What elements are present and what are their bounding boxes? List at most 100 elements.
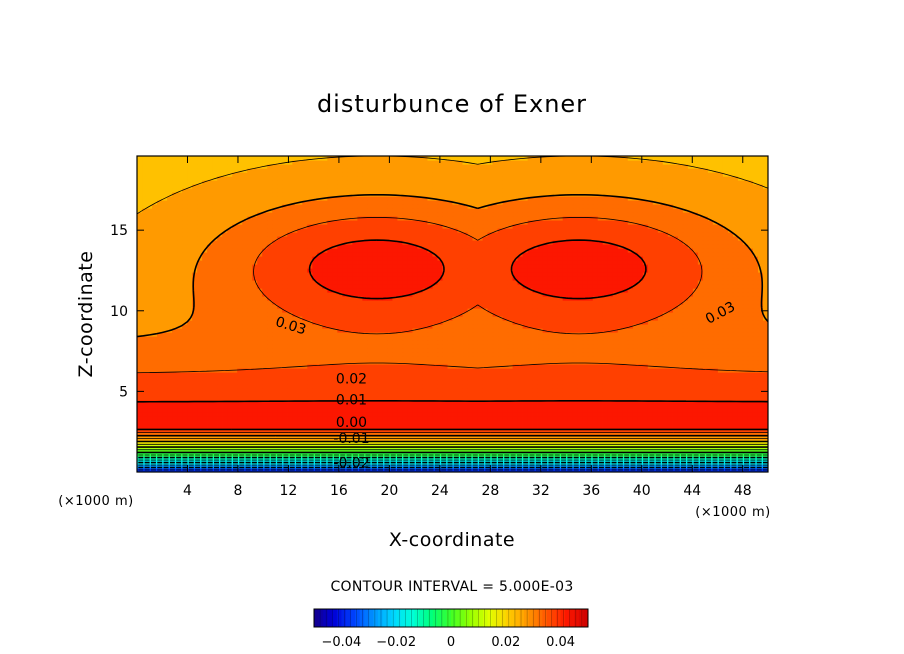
contour-cell bbox=[317, 356, 323, 361]
contour-cell bbox=[177, 396, 183, 401]
contour-cell bbox=[662, 428, 669, 433]
contour-cell bbox=[542, 408, 549, 413]
contour-cell bbox=[712, 332, 719, 337]
contour-cell bbox=[382, 404, 388, 409]
contour-cell bbox=[292, 336, 298, 341]
contour-cell bbox=[727, 348, 734, 353]
contour-cell bbox=[537, 332, 544, 337]
contour-cell bbox=[757, 420, 764, 425]
contour-cell bbox=[287, 424, 293, 429]
contour-cell bbox=[632, 360, 639, 365]
contour-cell bbox=[232, 348, 238, 353]
contour-cell bbox=[632, 316, 639, 321]
contour-cell bbox=[387, 388, 394, 393]
contour-cell bbox=[737, 360, 744, 365]
contour-cell bbox=[287, 452, 293, 457]
contour-cell bbox=[397, 428, 404, 433]
contour-cell bbox=[747, 428, 754, 433]
contour-cell bbox=[517, 340, 524, 345]
contour-cell bbox=[662, 412, 669, 417]
contour-cell bbox=[602, 424, 609, 429]
contour-cell bbox=[262, 400, 268, 405]
contour-cell bbox=[717, 416, 724, 421]
contour-cell bbox=[607, 380, 614, 385]
contour-cell bbox=[337, 468, 343, 472]
contour-cell bbox=[527, 312, 534, 317]
contour-cell bbox=[472, 380, 479, 385]
contour-cell bbox=[187, 448, 193, 453]
contour-cell bbox=[662, 356, 669, 361]
contour-cell bbox=[697, 340, 704, 345]
contour-cell bbox=[262, 332, 268, 337]
contour-cell bbox=[157, 396, 163, 401]
contour-cell bbox=[377, 448, 383, 453]
contour-cell bbox=[737, 336, 744, 341]
contour-cell bbox=[597, 416, 604, 421]
contour-cell bbox=[722, 364, 729, 369]
contour-cell bbox=[327, 352, 333, 357]
contour-cell bbox=[392, 352, 399, 357]
contour-cell bbox=[422, 328, 429, 333]
contour-cell bbox=[497, 372, 504, 377]
contour-cell bbox=[542, 448, 549, 453]
contour-cell bbox=[462, 324, 469, 329]
contour-cell bbox=[582, 420, 589, 425]
contour-cell bbox=[352, 324, 358, 329]
contour-cell bbox=[227, 388, 233, 393]
contour-cell bbox=[522, 372, 529, 377]
contour-cell bbox=[277, 424, 283, 429]
contour-cell bbox=[397, 340, 404, 345]
contour-cell bbox=[727, 416, 734, 421]
contour-cell bbox=[372, 376, 378, 381]
contour-cell bbox=[687, 396, 694, 401]
contour-cell bbox=[557, 336, 564, 341]
contour-cell bbox=[682, 448, 689, 453]
contour-cell bbox=[412, 396, 419, 401]
contour-cell bbox=[297, 400, 303, 405]
contour-cell bbox=[527, 396, 534, 401]
contour-cell bbox=[357, 420, 363, 425]
contour-cell bbox=[362, 360, 368, 365]
contour-cell bbox=[452, 404, 459, 409]
contour-cell bbox=[347, 432, 353, 437]
contour-cell bbox=[142, 432, 148, 437]
contour-cell bbox=[237, 372, 243, 377]
contour-cell bbox=[382, 376, 388, 381]
contour-cell bbox=[472, 332, 479, 337]
contour-cell bbox=[147, 336, 153, 341]
contour-cell bbox=[432, 420, 439, 425]
contour-cell bbox=[187, 312, 193, 317]
contour-cell bbox=[352, 364, 358, 369]
contour-cell bbox=[222, 372, 228, 377]
contour-cell bbox=[662, 316, 669, 321]
contour-cell bbox=[677, 456, 684, 461]
contour-cell bbox=[172, 320, 178, 325]
contour-cell bbox=[727, 464, 734, 469]
contour-cell bbox=[737, 388, 744, 393]
contour-cell bbox=[677, 460, 684, 465]
contour-cell bbox=[372, 420, 378, 425]
contour-cell bbox=[462, 372, 469, 377]
contour-cell bbox=[317, 332, 323, 337]
contour-cell bbox=[432, 380, 439, 385]
contour-cell bbox=[402, 340, 409, 345]
contour-cell bbox=[382, 400, 388, 405]
contour-cell bbox=[272, 320, 278, 325]
contour-cell bbox=[217, 392, 223, 397]
contour-cell bbox=[762, 324, 768, 329]
contour-cell bbox=[292, 392, 298, 397]
contour-cell bbox=[327, 396, 333, 401]
contour-cell bbox=[597, 432, 604, 437]
contour-cell bbox=[572, 380, 579, 385]
contour-cell bbox=[187, 364, 193, 369]
contour-cell bbox=[232, 400, 238, 405]
contour-cell bbox=[187, 356, 193, 361]
contour-cell bbox=[167, 392, 173, 397]
contour-cell bbox=[277, 432, 283, 437]
contour-cell bbox=[392, 412, 399, 417]
contour-cell bbox=[707, 372, 714, 377]
contour-cell bbox=[727, 356, 734, 361]
contour-cell bbox=[142, 380, 148, 385]
contour-cell bbox=[717, 376, 724, 381]
contour-cell bbox=[602, 328, 609, 333]
